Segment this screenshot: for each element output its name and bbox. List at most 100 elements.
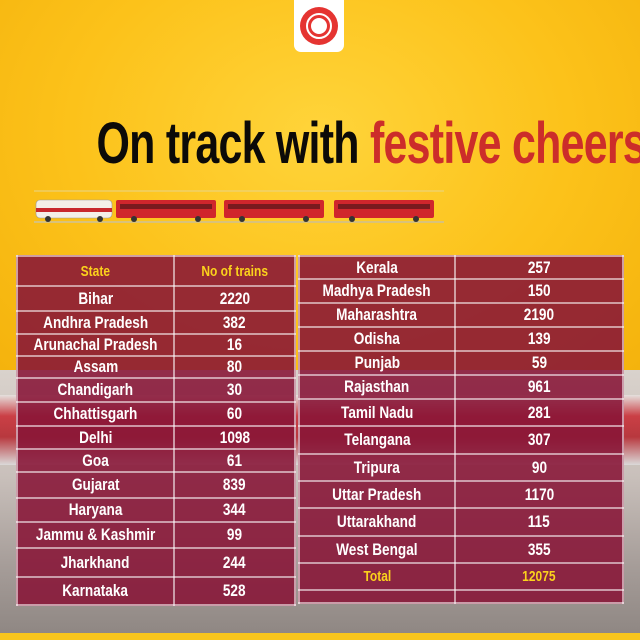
table-row: Odisha 139 <box>298 326 624 352</box>
trains-cell: 528 <box>172 576 297 606</box>
table-row: Chandigarh 30 <box>16 377 297 403</box>
state-cell: Haryana <box>16 497 175 523</box>
trains-cell: 99 <box>172 521 297 549</box>
state-cell: Uttarakhand <box>298 507 456 537</box>
state-cell-text: Telangana <box>343 430 411 449</box>
state-cell: Delhi <box>16 425 175 450</box>
state-cell-text: Punjab <box>354 353 400 372</box>
bottom-strip <box>0 633 640 640</box>
trains-cell: 839 <box>172 471 297 499</box>
trains-cell: 961 <box>454 374 624 400</box>
trains-table-left: State No of trains Bihar 2220 Andhra Prade… <box>16 255 297 606</box>
state-cell: Karnataka <box>16 576 175 606</box>
state-cell-text: Haryana <box>68 500 123 519</box>
table-row: Madhya Pradesh 150 <box>298 278 624 304</box>
state-cell-text: Tamil Nadu <box>340 402 414 422</box>
state-cell: Tripura <box>298 453 456 482</box>
table-row: Karnataka 528 <box>16 576 297 606</box>
state-cell-text: West Bengal <box>336 539 418 559</box>
trains-cell: 355 <box>454 535 624 564</box>
state-cell-text: Andhra Pradesh <box>42 312 148 332</box>
state-cell: Uttar Pradesh <box>298 480 456 509</box>
state-cell-text: Odisha <box>353 329 401 348</box>
state-cell-text: Karnataka <box>62 581 129 600</box>
trains-cell: 139 <box>454 326 624 352</box>
table-row: Kerala 257 <box>298 255 624 280</box>
state-cell: Odisha <box>298 326 456 352</box>
trains-cell: 307 <box>454 425 624 455</box>
trains-cell-text: 257 <box>527 257 551 277</box>
trains-cell: 257 <box>454 255 624 280</box>
table-row: Uttar Pradesh 1170 <box>298 480 624 509</box>
table-row: Andhra Pradesh 382 <box>16 310 297 335</box>
state-cell: Tamil Nadu <box>298 398 456 427</box>
state-cell-text: Tripura <box>353 457 401 477</box>
table-row: Tamil Nadu 281 <box>298 398 624 427</box>
state-cell-text: Gujarat <box>71 475 120 494</box>
trains-cell-text: 839 <box>223 475 246 494</box>
trains-cell-text: 1170 <box>524 484 554 504</box>
state-cell: Goa <box>16 448 175 473</box>
table-row: Assam 80 <box>16 355 297 379</box>
trains-cell: 281 <box>454 398 624 427</box>
trains-cell-text: 115 <box>528 512 550 531</box>
headline: On track with festive cheers <box>0 112 640 176</box>
trains-cell-text: 150 <box>527 281 551 300</box>
table-row: Telangana 307 <box>298 425 624 455</box>
state-cell: Madhya Pradesh <box>298 278 456 304</box>
trains-cell-text: 244 <box>223 552 246 572</box>
trains-cell: 90 <box>454 453 624 482</box>
state-cell: Andhra Pradesh <box>16 310 175 335</box>
table-row: Punjab 59 <box>298 350 624 376</box>
trains-cell-text: 281 <box>527 402 551 422</box>
trains-cell: 2220 <box>172 285 297 312</box>
table-row <box>298 589 624 604</box>
trains-cell: 16 <box>172 333 297 357</box>
trains-cell-text: 139 <box>527 329 551 348</box>
state-cell: Kerala <box>298 255 456 280</box>
state-cell: Chandigarh <box>16 377 175 403</box>
table-row: Haryana 344 <box>16 497 297 523</box>
state-cell: Total <box>298 562 456 591</box>
trains-cell-text: 99 <box>226 525 243 544</box>
trains-cell: 12075 <box>454 562 624 591</box>
trains-cell-text: 80 <box>226 357 243 376</box>
state-cell-text: Goa <box>82 450 109 470</box>
state-cell-text: Jammu & Kashmir <box>35 525 156 544</box>
trains-cell-text: 30 <box>226 380 243 399</box>
trains-cell: 60 <box>172 401 297 427</box>
trains-cell-text: 2220 <box>219 288 250 308</box>
trains-cell: 1170 <box>454 480 624 509</box>
state-cell: Telangana <box>298 425 456 455</box>
trains-cell-text: 16 <box>226 335 243 354</box>
table-header-row: State No of trains <box>16 255 297 287</box>
state-cell-text: Jharkhand <box>61 552 130 572</box>
trains-cell <box>454 589 624 604</box>
header-state: State <box>16 255 175 287</box>
total-row: Total 12075 <box>298 562 624 591</box>
state-cell-text: Chhattisgarh <box>53 404 138 423</box>
trains-cell: 382 <box>172 310 297 335</box>
trains-cell: 61 <box>172 448 297 473</box>
trains-cell-text: 961 <box>527 377 551 396</box>
trains-cell-text: 307 <box>527 430 551 449</box>
trains-cell: 80 <box>172 355 297 379</box>
state-cell: Gujarat <box>16 471 175 499</box>
header-trains: No of trains <box>172 255 297 287</box>
table-row: Arunachal Pradesh 16 <box>16 333 297 357</box>
trains-cell-text: 1098 <box>219 427 250 447</box>
trains-cell: 1098 <box>172 425 297 450</box>
trains-cell: 344 <box>172 497 297 523</box>
trains-cell-text: 382 <box>223 312 246 332</box>
state-cell: Assam <box>16 355 175 379</box>
headline-part1: On track with <box>96 111 360 176</box>
state-cell-text: Uttar Pradesh <box>332 484 422 504</box>
state-cell: West Bengal <box>298 535 456 564</box>
state-cell-text: Total <box>363 568 391 585</box>
state-cell <box>298 589 456 604</box>
state-cell: Jharkhand <box>16 547 175 578</box>
state-cell-text: Chandigarh <box>57 380 134 399</box>
trains-cell: 244 <box>172 547 297 578</box>
state-cell-text: Bihar <box>78 288 113 308</box>
header-trains-label: No of trains <box>201 262 268 280</box>
